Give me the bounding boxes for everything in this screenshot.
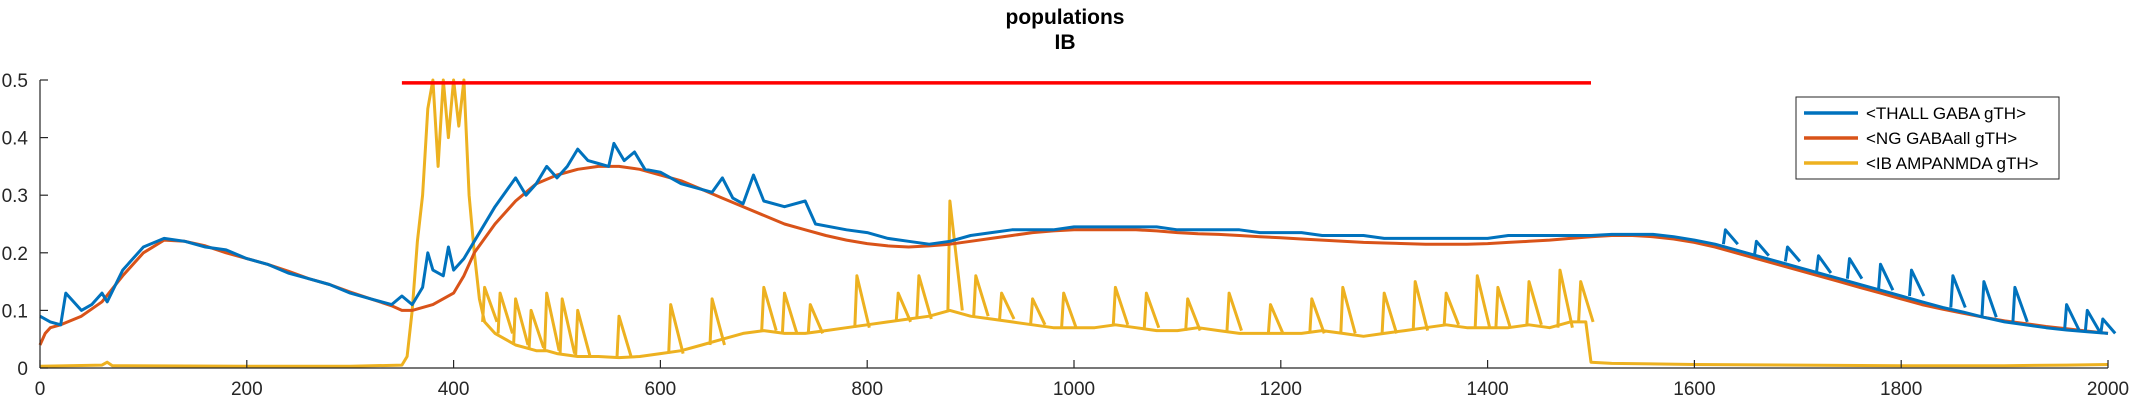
series-spike-2-31	[1473, 274, 1492, 329]
series-spike-2-15	[915, 274, 933, 320]
chart-title-line-2: IB	[1055, 31, 1076, 54]
series-spike-2-7	[615, 314, 633, 359]
y-tick-label-5: 0.5	[2, 71, 28, 92]
series-spike-2-17	[972, 274, 990, 317]
y-tick-label-1: 0.1	[2, 301, 28, 322]
series-spike-2-9	[708, 297, 726, 346]
series-spike-2-3	[527, 308, 546, 349]
series-spike-0-10	[2063, 303, 2081, 331]
x-tick-label-2: 400	[438, 379, 470, 400]
series-spike-2-1	[496, 291, 514, 334]
series-line-0	[39, 141, 2109, 335]
x-tick-label-5: 1000	[1053, 379, 1095, 400]
axes: 0 200 400 600 800 1000 1200 1400 1600 1800 2000 0 0.…	[2, 71, 2130, 400]
series-spike-2-28	[1380, 291, 1399, 334]
series-spike-2-25	[1266, 303, 1285, 334]
x-tick-label-9: 1800	[1880, 379, 1922, 400]
series-spike-0-4	[1845, 257, 1864, 280]
y-tick-label-4: 0.4	[2, 129, 29, 150]
series-spike-2-29	[1411, 280, 1430, 331]
series-spike-0-11	[2083, 308, 2101, 333]
series-spike-2-27	[1339, 285, 1357, 334]
series-spike-2-34	[1556, 268, 1574, 329]
series-spike-2-5	[558, 297, 577, 354]
x-tick-label-6: 1200	[1260, 379, 1302, 400]
series-spike-0-1	[1752, 239, 1770, 257]
series-spike-0-2	[1783, 245, 1802, 263]
legend-label-2: <IB AMPANMDA gTH>	[1866, 154, 2039, 173]
series-spike-2-20	[1060, 291, 1078, 329]
series-spike-2-32	[1494, 285, 1512, 329]
y-tick-label-0: 0	[17, 359, 28, 380]
series-spike-2-11	[780, 291, 799, 334]
x-tick-label-0: 0	[35, 379, 46, 400]
series-spike-2-30	[1442, 291, 1460, 326]
series-spike-2-8	[667, 303, 685, 354]
y-tick-label-3: 0.3	[2, 186, 28, 207]
series-spike-0-9	[2011, 285, 2029, 323]
series-spike-0-3	[1814, 254, 1833, 274]
x-tick-label-1: 200	[231, 379, 263, 400]
series-spike-2-26	[1308, 297, 1326, 334]
plot-area	[38, 78, 2117, 368]
series-spike-2-0	[481, 285, 499, 323]
x-tick-label-7: 1400	[1466, 379, 1508, 400]
series-spike-2-21	[1111, 285, 1130, 326]
legend: <THALL GABA gTH> <NG GABAall gTH> <IB AMPA…	[1795, 96, 2060, 180]
series-spike-2-14	[894, 291, 912, 323]
x-tick-label-4: 800	[851, 379, 883, 400]
series-spike-2-16	[946, 199, 964, 311]
series-spike-2-24	[1225, 291, 1243, 332]
series-spike-2-33	[1525, 280, 1543, 326]
series-spike-2-35	[1577, 280, 1595, 323]
series-spike-2-6	[574, 308, 592, 357]
x-tick-label-8: 1600	[1673, 379, 1715, 400]
legend-label-1: <NG GABAall gTH>	[1866, 129, 2017, 148]
series-spike-0-5	[1877, 262, 1895, 291]
series-spike-2-19	[1029, 297, 1047, 326]
series-spike-0-8	[1980, 280, 1998, 318]
series-spike-2-22	[1142, 291, 1161, 329]
legend-label-0: <THALL GABA gTH>	[1866, 104, 2026, 123]
series-spike-2-12	[806, 303, 825, 334]
x-tick-label-10: 2000	[2087, 379, 2129, 400]
chart-title: populations IB	[1006, 6, 1125, 54]
series-spike-2-2	[512, 297, 530, 346]
series-spike-0-0	[1721, 228, 1739, 246]
series-spike-2-4	[543, 291, 561, 352]
series-spike-0-12	[2099, 317, 2117, 335]
series-spike-0-7	[1949, 274, 1967, 309]
series-spike-0-6	[1908, 268, 1926, 297]
series-line-2	[39, 78, 2109, 368]
series-spike-2-13	[853, 274, 871, 329]
y-tick-label-2: 0.2	[2, 244, 28, 265]
series-spike-2-10	[760, 285, 778, 332]
x-tick-label-3: 600	[645, 379, 677, 400]
series-spike-2-23	[1184, 297, 1202, 332]
series-spike-2-18	[998, 291, 1016, 320]
chart-title-line-1: populations	[1006, 6, 1125, 29]
